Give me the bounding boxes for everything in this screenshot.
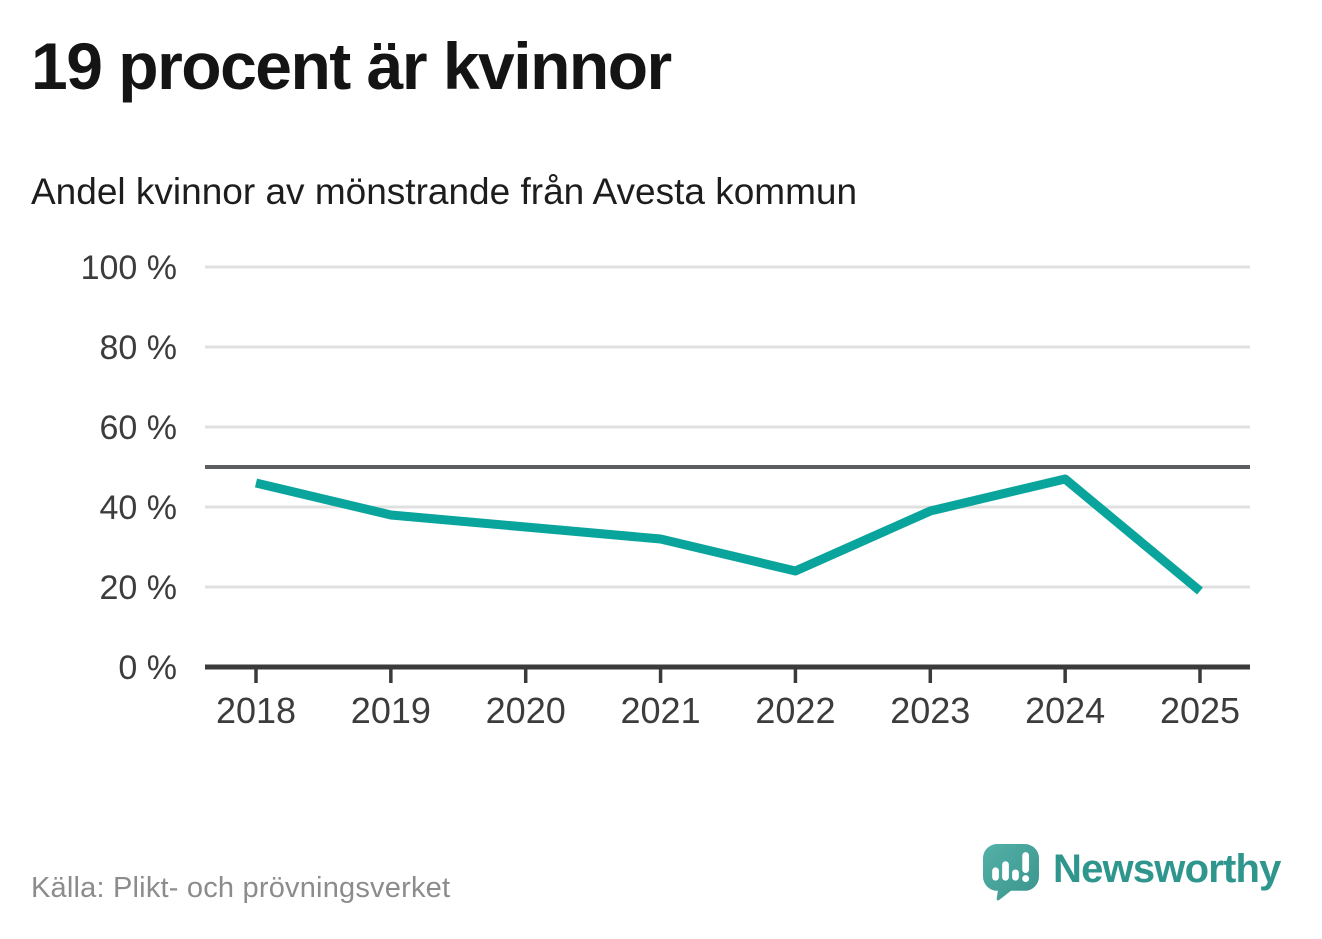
speech-bubble-shape [983,844,1039,901]
brand-logo: Newsworthy [983,844,1281,902]
y-tick-label-0: 0 % [118,649,177,687]
y-tick-label-40: 40 % [100,489,178,527]
y-tick-label-20: 20 % [100,569,178,607]
logo-exclamation-bar [1022,852,1030,873]
x-tick-label-2023: 2023 [890,690,970,731]
y-tick-label-80: 80 % [100,329,178,367]
source-note: Källa: Plikt- och prövningsverket [31,872,451,904]
logo-exclamation-dot [1022,875,1030,883]
y-tick-label-60: 60 % [100,409,178,447]
x-tick-label-2021: 2021 [621,690,701,731]
logo-bar-1 [992,867,999,881]
x-tick-label-2025: 2025 [1160,690,1240,731]
logo-bar-2 [1002,861,1009,881]
y-tick-label-100: 100 % [81,249,177,287]
x-tick-label-2020: 2020 [486,690,566,731]
brand-name: Newsworthy [1053,847,1281,891]
x-tick-label-2022: 2022 [755,690,835,731]
logo-bar-3 [1012,869,1019,881]
newsworthy-logo-icon [983,844,1039,901]
x-tick-label-2024: 2024 [1025,690,1105,731]
data-line [254,474,1203,595]
x-tick-label-2018: 2018 [216,690,296,731]
chart-subtitle: Andel kvinnor av mönstrande från Avesta … [31,171,858,212]
chart-title: 19 procent är kvinnor [31,29,672,103]
x-tick-label-2019: 2019 [351,690,431,731]
